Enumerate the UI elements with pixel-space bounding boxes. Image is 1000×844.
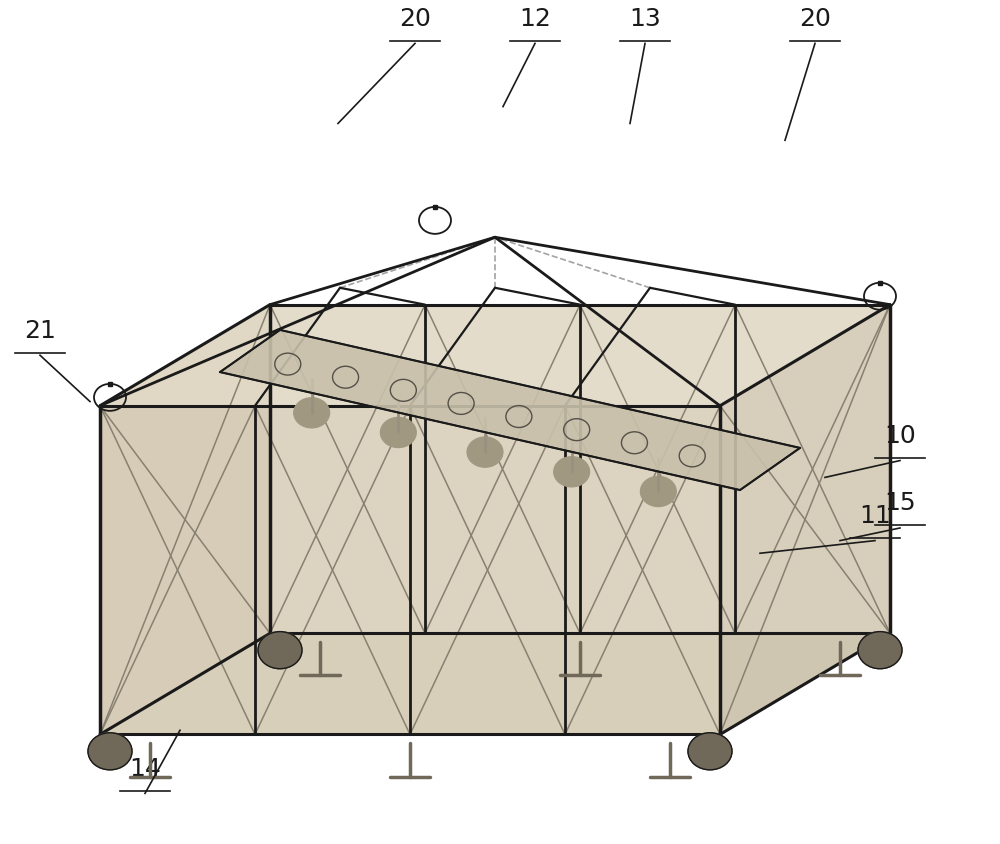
Polygon shape [720,305,890,734]
Circle shape [380,417,416,447]
Text: 13: 13 [629,7,661,30]
Polygon shape [270,305,890,633]
Circle shape [258,631,302,668]
Text: 11: 11 [859,504,891,528]
Circle shape [858,631,902,668]
Text: 14: 14 [129,757,161,781]
Text: 20: 20 [799,7,831,30]
Circle shape [294,398,330,428]
Text: 12: 12 [519,7,551,30]
Polygon shape [100,633,890,734]
Circle shape [640,476,676,506]
Circle shape [688,733,732,770]
Circle shape [467,437,503,468]
Circle shape [88,733,132,770]
Text: 10: 10 [884,424,916,448]
Polygon shape [100,305,270,734]
Text: 15: 15 [884,491,916,516]
Polygon shape [100,305,890,406]
Polygon shape [220,330,800,490]
Polygon shape [100,406,720,734]
Text: 21: 21 [24,318,56,343]
Circle shape [554,457,590,487]
Text: 20: 20 [399,7,431,30]
